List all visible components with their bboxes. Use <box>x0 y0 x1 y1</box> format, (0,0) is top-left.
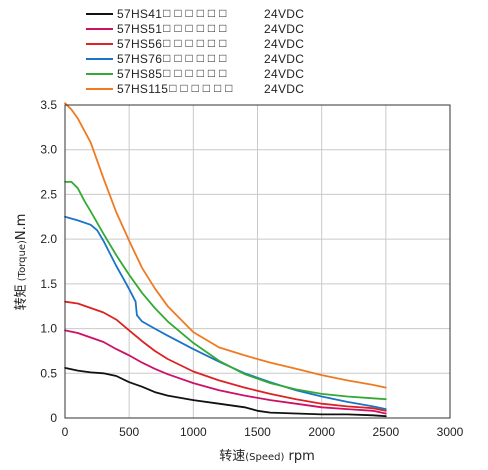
series-line-57hs41 <box>64 366 387 418</box>
legend-series-name: 57HS56 <box>117 37 162 51</box>
chart-series-lines <box>64 102 387 418</box>
plot-area-border <box>64 104 451 419</box>
legend-series-suffix: □ □ □ □ □ □ <box>163 6 226 20</box>
x-tick-label: 3000 <box>437 425 464 439</box>
legend-series-suffix: □ □ □ □ □ □ <box>163 36 226 50</box>
legend-entry-57hs76: 57HS76 □ □ □ □ □ □ 24VDC <box>86 51 304 66</box>
legend-series-voltage: 24VDC <box>264 82 304 96</box>
y-tick-label: 1.5 <box>40 277 57 291</box>
legend-series-name: 57HS76 <box>117 52 162 66</box>
legend-entry-57hs56: 57HS56 □ □ □ □ □ □ 24VDC <box>86 36 304 51</box>
legend-series-voltage: 24VDC <box>264 7 304 21</box>
y-tick-label: 1.0 <box>40 322 57 336</box>
y-tick-label: 2.5 <box>40 187 57 201</box>
legend-series-voltage: 24VDC <box>264 52 304 66</box>
y-tick-label: 0 <box>50 411 57 425</box>
series-line-57hs85 <box>64 180 387 401</box>
y-axis-ticks: 0 0.5 1.0 1.5 2.0 2.5 3.0 3.5 <box>40 98 57 425</box>
legend-series-name: 57HS51 <box>117 22 162 36</box>
legend-series-suffix: □ □ □ □ □ □ <box>163 21 226 35</box>
x-axis-title: 转速(Speed) rpm <box>219 449 315 464</box>
series-line-57hs56 <box>64 300 387 412</box>
legend-entry-57hs85: 57HS85 □ □ □ □ □ □ 24VDC <box>86 66 304 81</box>
legend-series-name: 57HS115 <box>117 82 168 96</box>
legend-series-name: 57HS85 <box>117 67 162 81</box>
legend-series-suffix: □ □ □ □ □ □ <box>163 66 226 80</box>
series-line-57hs76 <box>64 215 387 411</box>
y-axis-title: 转矩 (Torque)N.m <box>14 214 29 311</box>
legend-entry-57hs51: 57HS51 □ □ □ □ □ □ 24VDC <box>86 21 304 36</box>
legend-series-voltage: 24VDC <box>264 22 304 36</box>
legend-series-name: 57HS41 <box>117 7 162 21</box>
legend-series-suffix: □ □ □ □ □ □ <box>163 51 226 65</box>
legend-series-voltage: 24VDC <box>264 37 304 51</box>
x-axis-ticks: 0 500 1000 1500 2000 2500 3000 <box>62 425 464 439</box>
y-tick-label: 0.5 <box>40 366 57 380</box>
x-tick-label: 2000 <box>308 425 335 439</box>
series-line-57hs51 <box>64 329 387 415</box>
x-tick-label: 0 <box>62 425 69 439</box>
y-tick-label: 3.5 <box>40 98 57 112</box>
legend-series-suffix: □ □ □ □ □ □ <box>169 81 232 95</box>
chart-grid <box>65 104 451 418</box>
legend-series-voltage: 24VDC <box>264 67 304 81</box>
x-tick-label: 500 <box>119 425 139 439</box>
legend-entry-57hs115: 57HS115 □ □ □ □ □ □ 24VDC <box>86 81 304 96</box>
x-tick-label: 2500 <box>372 425 399 439</box>
legend-entry-57hs41: 57HS41 □ □ □ □ □ □ 24VDC <box>86 6 304 21</box>
y-tick-label: 2.0 <box>40 232 57 246</box>
series-line-57hs115 <box>64 102 387 389</box>
x-tick-label: 1500 <box>244 425 271 439</box>
y-tick-label: 3.0 <box>40 143 57 157</box>
x-tick-label: 1000 <box>180 425 207 439</box>
plot-frame <box>64 104 451 419</box>
